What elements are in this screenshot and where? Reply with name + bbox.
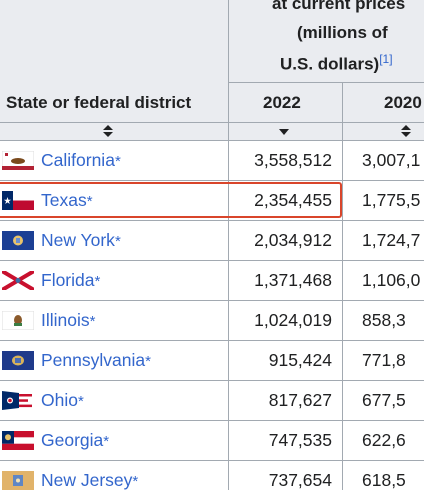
gdp-2022-value: 737,654	[268, 470, 332, 490]
state-link[interactable]: Georgia*	[41, 430, 110, 450]
header-2020-cell[interactable]	[342, 82, 424, 122]
state-link[interactable]: Ohio*	[41, 390, 84, 410]
header-group-cell	[228, 0, 424, 82]
state-link[interactable]: Texas*	[41, 190, 93, 210]
gdp-2022-value: 817,627	[268, 390, 332, 410]
table-row: Georgia* 747,535 622,6	[0, 421, 424, 460]
table-row: Illinois* 1,024,019 858,3	[0, 301, 424, 340]
both-arrows-icon[interactable]	[401, 125, 411, 140]
gdp-2020-value: 771,8	[362, 350, 406, 370]
row-highlight-box	[0, 182, 342, 218]
georgia-flag-icon	[2, 431, 34, 450]
pennsylvania-flag-icon	[2, 351, 34, 370]
gdp-2022-value: 915,424	[268, 350, 332, 370]
state-link[interactable]: California*	[41, 150, 121, 170]
gdp-2020-value: 677,5	[362, 390, 406, 410]
gdp-2022-value: 2,354,455	[254, 190, 332, 210]
group-title-line3: U.S. dollars)[1]	[280, 52, 393, 75]
table-row: New York* 2,034,912 1,724,7	[0, 221, 424, 260]
table-row: Texas* 2,354,455 1,775,5	[0, 181, 424, 220]
gdp-2022-value: 3,558,512	[254, 150, 332, 170]
table-row: New Jersey* 737,654 618,5	[0, 461, 424, 500]
gdp-2022-value: 747,535	[268, 430, 332, 450]
california-flag-icon	[2, 151, 34, 170]
gdp-2020-value: 1,775,5	[362, 190, 421, 210]
column-header-state[interactable]: State or federal district	[6, 93, 192, 112]
state-link[interactable]: New Jersey*	[41, 470, 139, 490]
table-row: California* 3,558,512 3,007,1	[0, 141, 424, 180]
both-arrows-icon[interactable]	[103, 125, 113, 140]
new-jersey-flag-icon	[2, 471, 34, 490]
state-link[interactable]: Illinois*	[41, 310, 96, 330]
header-2022-cell[interactable]	[228, 82, 342, 122]
table-row: Florida* 1,371,468 1,106,0	[0, 261, 424, 300]
gdp-2020-value: 618,5	[362, 470, 406, 490]
texas-flag-icon	[2, 191, 34, 210]
florida-flag-icon	[2, 271, 34, 290]
new-york-flag-icon	[2, 231, 34, 250]
state-link[interactable]: Pennsylvania*	[41, 350, 151, 370]
gdp-2020-value: 1,724,7	[362, 230, 421, 250]
header-state-cell	[0, 0, 228, 122]
gdp-2020-value: 622,6	[362, 430, 406, 450]
gdp-2022-value: 1,024,019	[254, 310, 332, 330]
gdp-2020-value: 1,106,0	[362, 270, 421, 290]
gdp-2022-value: 2,034,912	[254, 230, 332, 250]
column-header-2022[interactable]: 2022	[263, 93, 301, 112]
group-title-line1: at current prices	[272, 0, 406, 13]
sort-row-state[interactable]	[0, 122, 228, 140]
group-title-line2: (millions of	[297, 23, 388, 42]
ohio-flag-icon	[2, 391, 34, 410]
illinois-flag-icon	[2, 311, 34, 330]
gdp-2022-value: 1,371,468	[254, 270, 332, 290]
state-link[interactable]: Florida*	[41, 270, 101, 290]
down-arrow-icon[interactable]	[279, 128, 289, 138]
table-row: Pennsylvania* 915,424 771,8	[0, 341, 424, 380]
footnote-link[interactable]: [1]	[379, 52, 393, 66]
gdp-2020-value: 858,3	[362, 310, 406, 330]
column-header-2020[interactable]: 2020	[384, 93, 422, 112]
gdp-2020-value: 3,007,1	[362, 150, 421, 170]
table-row: Ohio* 817,627 677,5	[0, 381, 424, 420]
group-title-line3-text: U.S. dollars)	[280, 54, 380, 74]
sort-row-2020[interactable]	[342, 122, 424, 140]
state-link[interactable]: New York*	[41, 230, 121, 250]
